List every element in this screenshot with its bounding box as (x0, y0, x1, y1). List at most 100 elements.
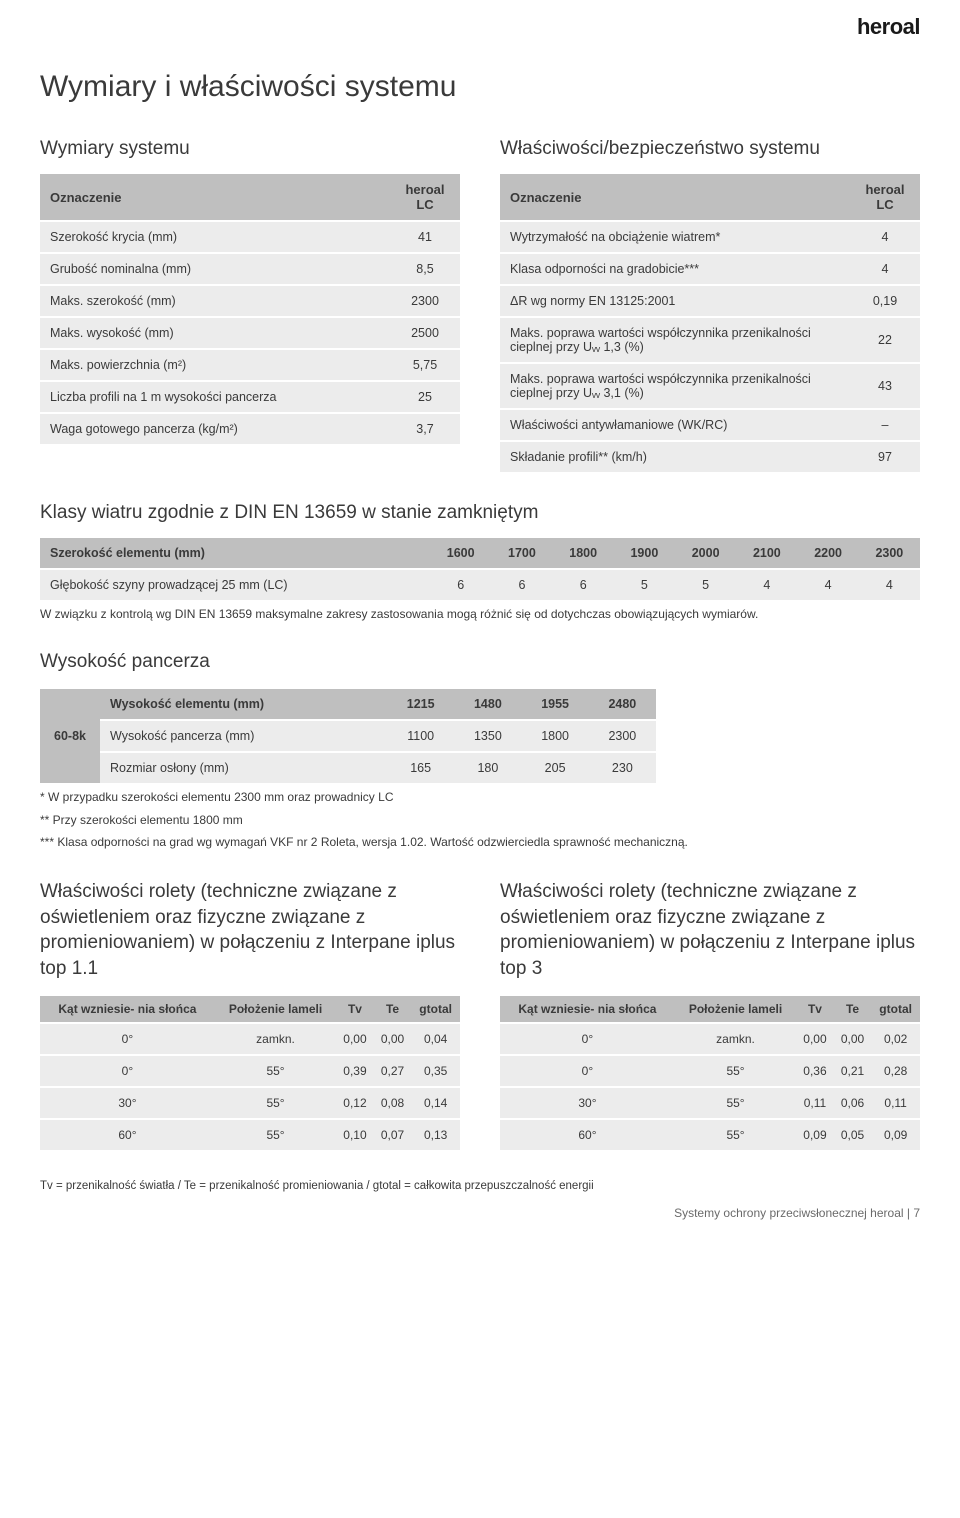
properties-heading: Właściwości/bezpieczeństwo systemu (500, 138, 920, 160)
table-header: heroal LC (390, 174, 460, 221)
table-header: 1600 (430, 538, 491, 569)
table-cell: 1800 (522, 720, 589, 752)
table-cell: 4 (797, 569, 858, 600)
table-cell: 0,04 (411, 1023, 460, 1055)
table-cell: Maks. poprawa wartości współczynnika prz… (500, 363, 850, 409)
blinds-left-table: Kąt wzniesie- nia słońca Położenie lamel… (40, 996, 460, 1150)
table-cell: 0,35 (411, 1055, 460, 1087)
table-cell: 1350 (454, 720, 521, 752)
table-cell: 0,36 (796, 1055, 834, 1087)
table-cell: 55° (215, 1055, 336, 1087)
height-note: * W przypadku szerokości elementu 2300 m… (40, 789, 920, 806)
table-header: Tv (336, 996, 374, 1023)
wind-table: Szerokość elementu (mm) 1600 1700 1800 1… (40, 538, 920, 600)
table-cell: 1100 (387, 720, 454, 752)
table-cell: 0,27 (374, 1055, 412, 1087)
blinds-right-heading: Właściwości rolety (techniczne związane … (500, 879, 920, 982)
table-cell: 0,05 (834, 1119, 872, 1150)
table-cell: 22 (850, 317, 920, 363)
table-cell: Maks. wysokość (mm) (40, 317, 390, 349)
table-header: Te (834, 996, 872, 1023)
table-cell: 30° (500, 1087, 675, 1119)
table-header: Te (374, 996, 412, 1023)
table-cell: 1215 (387, 688, 454, 720)
table-cell: Liczba profili na 1 m wysokości pancerza (40, 381, 390, 413)
table-header: gtotal (871, 996, 920, 1023)
table-cell: 0° (500, 1023, 675, 1055)
table-cell: 25 (390, 381, 460, 413)
table-cell: 0,12 (336, 1087, 374, 1119)
table-cell: Maks. szerokość (mm) (40, 285, 390, 317)
table-cell: 0,28 (871, 1055, 920, 1087)
table-cell: 6 (553, 569, 614, 600)
table-cell: 0,00 (834, 1023, 872, 1055)
table-cell: 0,11 (796, 1087, 834, 1119)
table-cell: Rozmiar osłony (mm) (100, 752, 387, 783)
table-cell: 2300 (589, 720, 656, 752)
table-cell: 2480 (589, 688, 656, 720)
table-cell: ΔR wg normy EN 13125:2001 (500, 285, 850, 317)
table-cell: 4 (859, 569, 920, 600)
dimensions-table: Oznaczenie heroal LC Szerokość krycia (m… (40, 174, 460, 444)
table-cell: Grubość nominalna (mm) (40, 253, 390, 285)
dimensions-heading: Wymiary systemu (40, 138, 460, 160)
table-cell: 55° (675, 1119, 796, 1150)
height-heading: Wysokość pancerza (40, 651, 920, 673)
table-cell: 0,00 (374, 1023, 412, 1055)
table-header: 1900 (614, 538, 675, 569)
table-cell: 0,39 (336, 1055, 374, 1087)
table-cell: Waga gotowego pancerza (kg/m²) (40, 413, 390, 444)
table-cell: 97 (850, 441, 920, 472)
table-cell: 1480 (454, 688, 521, 720)
table-cell: 0,07 (374, 1119, 412, 1150)
table-cell: 0° (40, 1023, 215, 1055)
table-cell: 4 (736, 569, 797, 600)
table-cell: 5,75 (390, 349, 460, 381)
table-cell: 0,14 (411, 1087, 460, 1119)
table-cell: 0,09 (871, 1119, 920, 1150)
table-header: Oznaczenie (500, 174, 850, 221)
table-cell: 0,00 (796, 1023, 834, 1055)
table-header: 2000 (675, 538, 736, 569)
table-cell: Szerokość krycia (mm) (40, 221, 390, 253)
table-cell: 55° (215, 1087, 336, 1119)
table-cell: Maks. powierzchnia (m²) (40, 349, 390, 381)
table-header: Kąt wzniesie- nia słońca (40, 996, 215, 1023)
table-header: Szerokość elementu (mm) (40, 538, 430, 569)
table-cell: 2300 (390, 285, 460, 317)
table-header: Kąt wzniesie- nia słońca (500, 996, 675, 1023)
table-cell: 43 (850, 363, 920, 409)
table-header: gtotal (411, 996, 460, 1023)
table-cell: 60° (40, 1119, 215, 1150)
table-header: 2100 (736, 538, 797, 569)
table-cell: 55° (675, 1087, 796, 1119)
table-header: 2200 (797, 538, 858, 569)
table-cell: 0,00 (336, 1023, 374, 1055)
table-cell: 55° (675, 1055, 796, 1087)
table-cell: 5 (614, 569, 675, 600)
table-header: Tv (796, 996, 834, 1023)
table-cell: Wysokość pancerza (mm) (100, 720, 387, 752)
table-cell: 30° (40, 1087, 215, 1119)
table-cell: 0° (500, 1055, 675, 1087)
table-cell: 41 (390, 221, 460, 253)
table-header: 2300 (859, 538, 920, 569)
table-cell: 230 (589, 752, 656, 783)
table-header: Oznaczenie (40, 174, 390, 221)
table-cell: Klasa odporności na gradobicie*** (500, 253, 850, 285)
table-cell: 0,21 (834, 1055, 872, 1087)
height-table: 60-8k Wysokość elementu (mm) 1215 1480 1… (40, 687, 656, 783)
table-cell: – (850, 409, 920, 441)
table-cell: Wysokość elementu (mm) (100, 688, 387, 720)
side-label: 60-8k (40, 688, 100, 783)
table-cell: 6 (430, 569, 491, 600)
wind-note: W związku z kontrolą wg DIN EN 13659 mak… (40, 606, 920, 623)
table-cell: zamkn. (675, 1023, 796, 1055)
table-header: Położenie lameli (215, 996, 336, 1023)
table-cell: Właściwości antywłamaniowe (WK/RC) (500, 409, 850, 441)
height-note: *** Klasa odporności na grad wg wymagań … (40, 834, 920, 851)
table-header: 1700 (491, 538, 552, 569)
table-cell: 4 (850, 221, 920, 253)
table-cell: 0,06 (834, 1087, 872, 1119)
table-cell: 8,5 (390, 253, 460, 285)
